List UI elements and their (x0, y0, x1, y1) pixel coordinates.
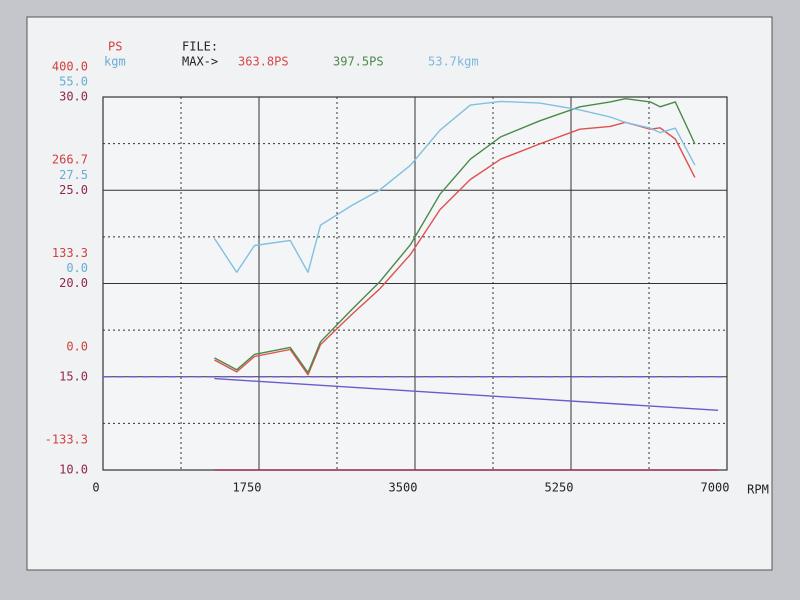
max-label: MAX-> (182, 55, 218, 69)
x-tick-label: 0 (92, 481, 99, 495)
y-tick-label: 400.0 (52, 60, 88, 74)
x-axis-label: RPM (747, 483, 769, 497)
y2-tick-label: 27.5 (59, 168, 88, 182)
y3-tick-label: 30.0 (59, 90, 88, 104)
y3-tick-label: 20.0 (59, 276, 88, 290)
y-tick-label: 0.0 (66, 339, 88, 353)
x-tick-label: 1750 (233, 481, 262, 495)
file-label: FILE: (182, 40, 218, 54)
x-tick-label: 5250 (545, 481, 574, 495)
max-value: 397.5PS (333, 55, 384, 69)
kgm-label: kgm (104, 55, 126, 69)
series-line (214, 121, 696, 376)
y-tick-label: 266.7 (52, 153, 88, 167)
y-tick-label: 133.3 (52, 246, 88, 260)
series-line (214, 377, 719, 411)
ps-label: PS (108, 40, 122, 54)
x-tick-label: 7000 (701, 481, 730, 495)
y3-tick-label: 25.0 (59, 183, 88, 197)
series-line (214, 97, 696, 374)
max-value: 53.7kgm (428, 55, 479, 69)
x-tick-label: 3500 (389, 481, 418, 495)
y2-tick-label: 0.0 (66, 261, 88, 275)
max-value: 363.8PS (238, 55, 289, 69)
y-tick-label: -133.3 (45, 433, 88, 447)
y2-tick-label: 55.0 (59, 75, 88, 89)
y3-tick-label: 15.0 (59, 369, 88, 383)
y3-tick-label: 10.0 (59, 463, 88, 477)
series-line (213, 100, 696, 273)
